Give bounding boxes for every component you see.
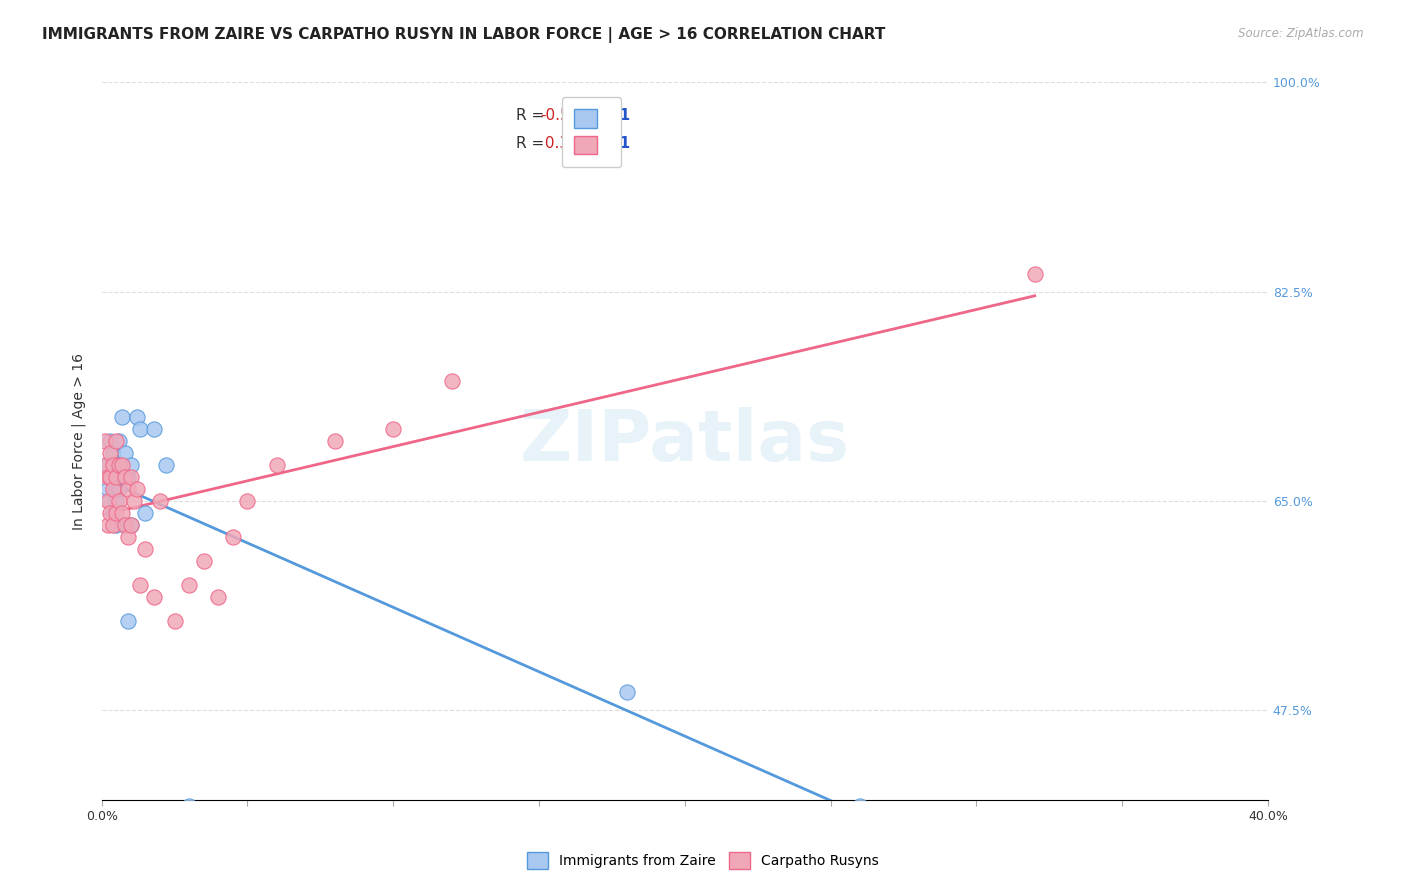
Point — [114, 446, 136, 460]
Text: 31: 31 — [609, 108, 630, 122]
Point — [100, 494, 122, 508]
Point — [143, 590, 166, 604]
Point — [382, 422, 405, 436]
Point — [105, 434, 128, 449]
Point — [111, 458, 134, 472]
Point — [111, 470, 134, 484]
Point — [108, 434, 131, 449]
Text: IMMIGRANTS FROM ZAIRE VS CARPATHO RUSYN IN LABOR FORCE | AGE > 16 CORRELATION CH: IMMIGRANTS FROM ZAIRE VS CARPATHO RUSYN … — [42, 27, 886, 43]
Point — [105, 458, 128, 472]
Text: 0.377: 0.377 — [540, 136, 589, 152]
Point — [179, 799, 201, 814]
Text: 41: 41 — [609, 136, 630, 152]
Point — [155, 458, 177, 472]
Y-axis label: In Labor Force | Age > 16: In Labor Force | Age > 16 — [72, 352, 86, 530]
Point — [100, 470, 122, 484]
Point — [100, 506, 122, 520]
Point — [1024, 267, 1046, 281]
Point — [125, 410, 148, 425]
Text: -0.561: -0.561 — [540, 108, 589, 122]
Point — [120, 458, 142, 472]
Point — [117, 614, 139, 628]
Point — [323, 434, 346, 449]
Text: N =: N = — [582, 136, 626, 152]
Point — [122, 494, 145, 508]
Point — [105, 482, 128, 496]
Point — [179, 578, 201, 592]
Point — [111, 410, 134, 425]
Point — [108, 494, 131, 508]
Text: R =: R = — [516, 136, 548, 152]
Point — [149, 494, 172, 508]
Point — [103, 482, 125, 496]
Point — [114, 518, 136, 533]
Point — [128, 422, 150, 436]
Point — [108, 458, 131, 472]
Point — [193, 554, 215, 568]
Point — [117, 470, 139, 484]
Point — [616, 685, 638, 699]
Point — [105, 470, 128, 484]
Point — [128, 578, 150, 592]
Point — [105, 494, 128, 508]
Point — [93, 434, 115, 449]
Text: ZIPatlas: ZIPatlas — [520, 407, 849, 475]
Text: Source: ZipAtlas.com: Source: ZipAtlas.com — [1239, 27, 1364, 40]
Legend: , : , — [562, 97, 621, 167]
Point — [103, 506, 125, 520]
Point — [134, 541, 156, 556]
Point — [103, 518, 125, 533]
Point — [100, 434, 122, 449]
Point — [108, 482, 131, 496]
Point — [100, 446, 122, 460]
Point — [117, 530, 139, 544]
Point — [207, 590, 229, 604]
Point — [96, 470, 118, 484]
Point — [236, 494, 259, 508]
Point — [105, 506, 128, 520]
Point — [103, 446, 125, 460]
Point — [163, 614, 186, 628]
Point — [103, 458, 125, 472]
Point — [440, 375, 463, 389]
Point — [125, 482, 148, 496]
Point — [100, 470, 122, 484]
Point — [108, 458, 131, 472]
Point — [120, 518, 142, 533]
Point — [105, 518, 128, 533]
Point — [96, 518, 118, 533]
Point — [111, 506, 134, 520]
Point — [103, 470, 125, 484]
Point — [266, 458, 288, 472]
Point — [849, 799, 872, 814]
Text: N =: N = — [582, 108, 626, 122]
Legend: Immigrants from Zaire, Carpatho Rusyns: Immigrants from Zaire, Carpatho Rusyns — [520, 846, 886, 876]
Point — [120, 470, 142, 484]
Point — [114, 470, 136, 484]
Point — [96, 482, 118, 496]
Point — [96, 458, 118, 472]
Point — [222, 530, 245, 544]
Point — [96, 494, 118, 508]
Point — [93, 458, 115, 472]
Point — [134, 506, 156, 520]
Point — [117, 482, 139, 496]
Point — [143, 422, 166, 436]
Text: R =: R = — [516, 108, 548, 122]
Point — [114, 518, 136, 533]
Point — [120, 518, 142, 533]
